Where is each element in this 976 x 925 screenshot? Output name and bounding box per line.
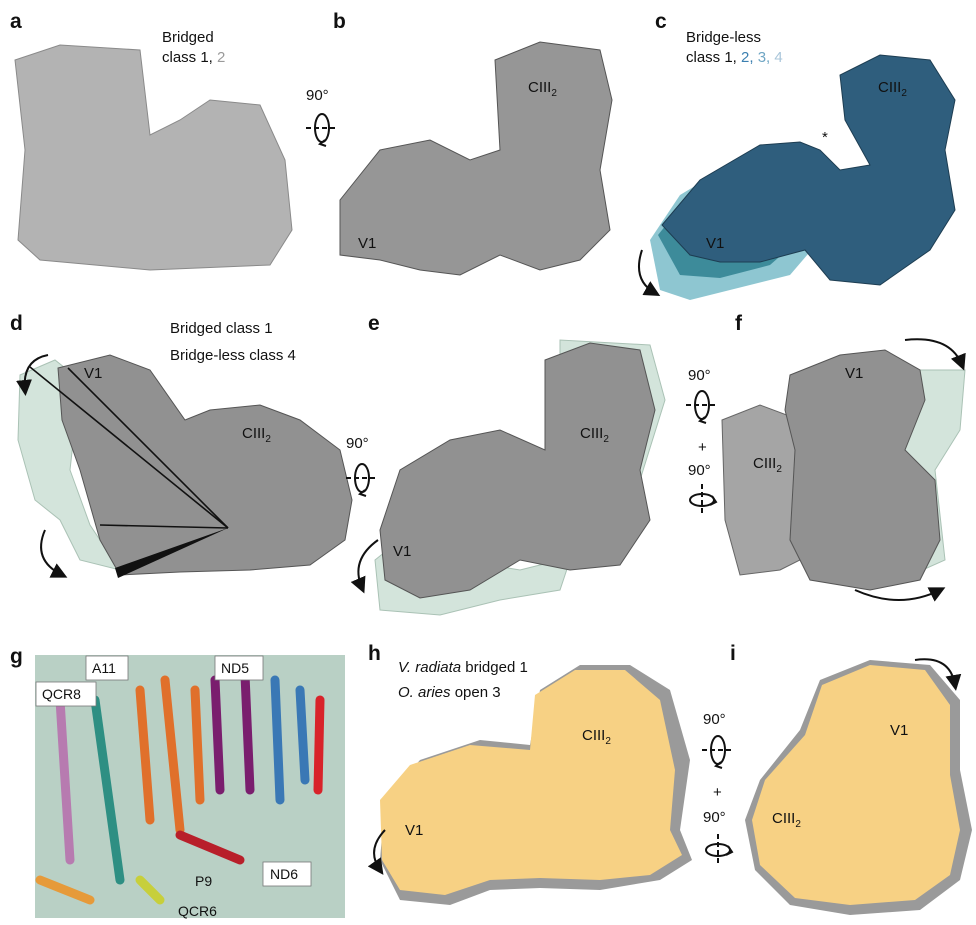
rotation-label: 90°	[688, 367, 711, 384]
rotation-label: 90°	[703, 711, 726, 728]
rotation-label: 90°	[346, 435, 369, 452]
domain-label: CIII	[753, 455, 776, 472]
rotation-label: 90°	[703, 809, 726, 826]
domain-label: CIII	[772, 810, 795, 827]
legend-text: O. aries open 3	[398, 684, 501, 701]
figure: a Bridged class 1, 2 90° b CIII2 V1 c Br…	[0, 0, 976, 925]
domain-label: V1	[358, 235, 376, 252]
legend-text: O. aries	[398, 684, 451, 701]
protein-label: P9	[195, 873, 212, 889]
protein-label: QCR6	[178, 903, 217, 919]
legend-text: open 3	[455, 684, 501, 701]
subscript: 2	[265, 434, 271, 445]
panel-e: e CIII2 V1	[358, 312, 665, 615]
subscript: 2	[605, 736, 611, 747]
map-density	[58, 355, 352, 575]
rotation-arrow	[855, 590, 940, 600]
legend-text: class 1,	[162, 49, 213, 66]
panel-a: a Bridged class 1, 2	[10, 10, 292, 270]
panel-i: i V1 CIII2	[730, 642, 972, 915]
legend-text: Bridge-less	[686, 29, 761, 46]
rotation-arrow	[41, 530, 62, 575]
domain-label: CIII	[528, 79, 551, 96]
map-density	[722, 405, 800, 575]
rotation-icon	[686, 391, 718, 423]
legend-text: V. radiata bridged 1	[398, 659, 528, 676]
panel-letter: f	[735, 312, 743, 335]
domain-label: CIII	[242, 425, 265, 442]
panel-letter: d	[10, 312, 23, 335]
map-density	[785, 350, 940, 590]
panel-b: b CIII2 V1	[333, 10, 612, 275]
rotation-icon	[306, 114, 338, 146]
legend-text: Bridged	[162, 29, 214, 46]
domain-label: V1	[405, 822, 423, 839]
subscript: 2	[776, 464, 782, 475]
rotation-label: 90°	[688, 462, 711, 479]
legend-text: Bridge-less class 4	[170, 347, 296, 364]
subscript: 2	[901, 88, 907, 99]
protein-label: ND6	[270, 866, 298, 882]
panel-d: d Bridged class 1 Bridge-less class 4 V1…	[10, 312, 352, 578]
map-density	[340, 42, 612, 275]
asterisk: *	[822, 129, 828, 146]
map-density	[380, 670, 682, 895]
protein-label: ND5	[221, 660, 249, 676]
panel-letter: b	[333, 10, 346, 33]
subscript: 2	[795, 819, 801, 830]
protein-label: A11	[92, 660, 116, 676]
legend-text: 4	[774, 49, 782, 66]
legend-text: V. radiata	[398, 659, 461, 676]
protein-label: QCR8	[42, 686, 81, 702]
legend-text: Bridged class 1	[170, 320, 273, 337]
domain-label: CIII	[582, 727, 605, 744]
rotation-arrow	[639, 250, 655, 293]
panel-h: h V. radiata bridged 1 O. aries open 3 C…	[368, 642, 692, 905]
domain-label: V1	[845, 365, 863, 382]
subscript: 2	[603, 434, 609, 445]
legend-text: class 1, 2, 3, 4	[686, 49, 783, 66]
panel-g: g A11 ND5 QCR8 ND6 P9 QCR6	[10, 645, 345, 919]
panel-letter: e	[368, 312, 380, 335]
panel-c: c Bridge-less class 1, 2, 3, 4 * CIII2 V…	[639, 10, 955, 300]
map-density	[752, 665, 960, 905]
legend-text: 2	[217, 49, 225, 66]
rotation-arrow	[905, 339, 962, 365]
rotation-icon	[702, 736, 734, 768]
rotation-label: +	[698, 439, 707, 456]
domain-label: V1	[84, 365, 102, 382]
rotation-icon	[706, 834, 732, 866]
domain-label: V1	[393, 543, 411, 560]
panel-f: f V1 CIII2	[722, 312, 965, 600]
rotation-label: 90°	[306, 87, 329, 104]
legend-text: 3,	[758, 49, 771, 66]
domain-label: V1	[890, 722, 908, 739]
panel-letter: a	[10, 10, 22, 33]
rotation-icon	[690, 484, 716, 516]
legend-text: bridged 1	[465, 659, 528, 676]
subscript: 2	[551, 88, 557, 99]
domain-label: V1	[706, 235, 724, 252]
map-density	[15, 45, 292, 270]
domain-label: CIII	[878, 79, 901, 96]
panel-letter: h	[368, 642, 381, 665]
rotation-label: +	[713, 784, 722, 801]
panel-letter: g	[10, 645, 23, 668]
panel-letter: i	[730, 642, 736, 665]
legend-text: 2,	[741, 49, 754, 66]
legend-text: class 1,	[686, 49, 737, 66]
domain-label: CIII	[580, 425, 603, 442]
legend-text: class 1, 2	[162, 49, 225, 66]
rotation-icon	[346, 464, 378, 496]
panel-letter: c	[655, 10, 667, 33]
map-density	[380, 343, 655, 598]
